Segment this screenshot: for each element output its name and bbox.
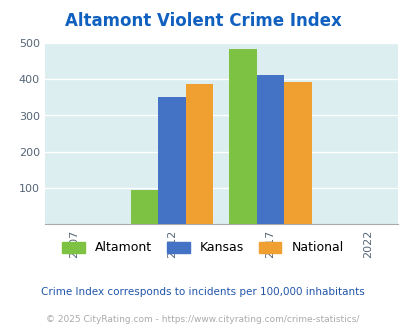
Text: Crime Index corresponds to incidents per 100,000 inhabitants: Crime Index corresponds to incidents per… (41, 287, 364, 297)
Bar (158, 97, 185, 224)
Text: Altamont Violent Crime Index: Altamont Violent Crime Index (64, 13, 341, 30)
Bar (131, 190, 158, 224)
Legend: Altamont, Kansas, National: Altamont, Kansas, National (57, 236, 348, 259)
Text: © 2025 CityRating.com - https://www.cityrating.com/crime-statistics/: © 2025 CityRating.com - https://www.city… (46, 315, 359, 324)
Bar (228, 49, 256, 224)
Bar (256, 75, 284, 224)
Bar (185, 83, 213, 224)
Bar (284, 82, 311, 224)
